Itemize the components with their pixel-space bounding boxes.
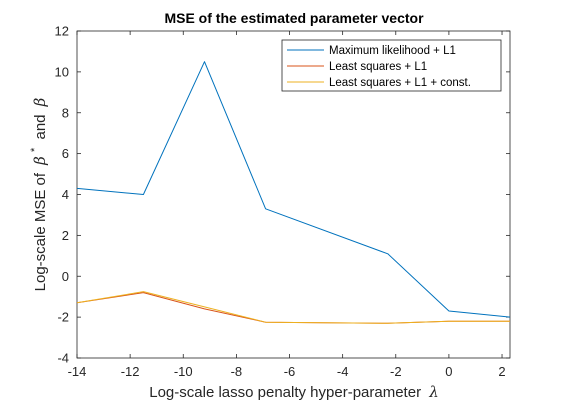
x-tick-label: -12 bbox=[121, 364, 140, 379]
legend: Maximum likelihood + L1 Least squares + … bbox=[281, 39, 502, 92]
x-tick-label: -4 bbox=[337, 364, 349, 379]
y-tick-label: 12 bbox=[55, 24, 69, 39]
x-axis-ticks: -14 -12 -10 -8 -6 -4 -2 0 2 bbox=[68, 31, 506, 379]
y-axis-label-symbol1: β bbox=[31, 156, 49, 166]
y-tick-label: 8 bbox=[62, 105, 69, 120]
x-axis-label-symbol: λ bbox=[428, 383, 439, 401]
x-axis-label: Log-scale lasso penalty hyper-parameter … bbox=[149, 383, 439, 401]
x-tick-label: -10 bbox=[174, 364, 193, 379]
y-tick-label: -4 bbox=[57, 351, 69, 366]
x-tick-label: -6 bbox=[284, 364, 296, 379]
x-axis-label-text: Log-scale lasso penalty hyper-parameter bbox=[149, 384, 421, 401]
y-axis-label-symbol2: β bbox=[31, 97, 49, 107]
y-tick-label: 0 bbox=[62, 269, 69, 284]
legend-label-ls: Least squares + L1 bbox=[329, 61, 427, 73]
y-axis-ticks: -4 -2 0 2 4 6 8 10 12 bbox=[55, 24, 510, 366]
x-tick-label: -2 bbox=[390, 364, 402, 379]
x-tick-label: -14 bbox=[68, 364, 87, 379]
x-tick-label: 0 bbox=[445, 364, 452, 379]
y-tick-label: 6 bbox=[62, 146, 69, 161]
y-axis-label-text: Log-scale MSE of bbox=[32, 172, 49, 291]
y-axis-label-connector: and bbox=[32, 114, 49, 139]
series-line-ml bbox=[76, 61, 511, 318]
y-tick-label: 2 bbox=[62, 228, 69, 243]
y-tick-label: -2 bbox=[57, 310, 69, 325]
y-tick-label: 4 bbox=[62, 187, 69, 202]
y-tick-label: 10 bbox=[55, 64, 69, 79]
x-tick-label: 2 bbox=[498, 364, 505, 379]
series-line-ls-const bbox=[76, 291, 510, 324]
chart-title: MSE of the estimated parameter vector bbox=[164, 10, 424, 26]
legend-label-ml: Maximum likelihood + L1 bbox=[329, 45, 456, 57]
y-axis-label-superscript: * bbox=[29, 147, 41, 152]
x-tick-label: -8 bbox=[231, 364, 243, 379]
legend-label-ls-const: Least squares + L1 + const. bbox=[329, 77, 471, 89]
y-axis-label: Log-scale MSE of β * and β bbox=[25, 97, 49, 291]
series-lines bbox=[76, 61, 511, 324]
